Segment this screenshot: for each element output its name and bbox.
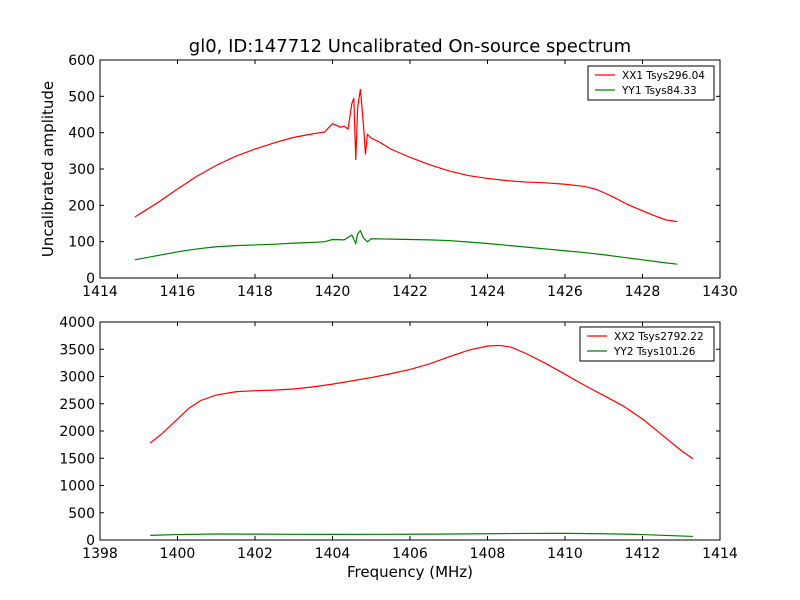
x-tick-label: 1426 bbox=[547, 284, 583, 300]
y-tick-label: 600 bbox=[68, 53, 95, 69]
legend: XX1 Tsys296.04 YY1 Tsys84.33 bbox=[587, 65, 715, 101]
y-tick-label: 0 bbox=[86, 271, 95, 287]
legend-label: YY2 Tsys101.26 bbox=[613, 346, 696, 358]
y-tick-label: 1500 bbox=[59, 451, 95, 467]
y-axis-label: Uncalibrated amplitude bbox=[39, 81, 57, 257]
x-tick-label: 1400 bbox=[160, 546, 196, 562]
chart-title: gl0, ID:147712 Uncalibrated On-source sp… bbox=[189, 36, 631, 57]
x-tick-label: 1404 bbox=[315, 546, 351, 562]
x-tick-label: 1418 bbox=[237, 284, 273, 300]
x-tick-label: 1410 bbox=[547, 546, 583, 562]
x-tick-label: 1420 bbox=[315, 284, 351, 300]
y-tick-label: 2000 bbox=[59, 424, 95, 440]
x-tick-label: 1422 bbox=[392, 284, 428, 300]
x-tick-label: 1414 bbox=[702, 546, 738, 562]
y-tick-label: 100 bbox=[68, 235, 95, 251]
legend-label: XX1 Tsys296.04 bbox=[622, 70, 705, 82]
x-tick-label: 1424 bbox=[470, 284, 506, 300]
x-tick-label: 1406 bbox=[392, 546, 428, 562]
y-tick-label: 300 bbox=[68, 162, 95, 178]
legend-label: XX2 Tsys2792.22 bbox=[614, 331, 704, 343]
x-tick-label: 1402 bbox=[237, 546, 273, 562]
x-tick-label: 1430 bbox=[702, 284, 738, 300]
y-tick-label: 500 bbox=[68, 506, 95, 522]
y-tick-label: 3000 bbox=[59, 370, 95, 386]
y-tick-label: 200 bbox=[68, 198, 95, 214]
chart-panel-2: 1398 1400 1402 1404 1406 1408 1410 1412 1414 0 500… bbox=[59, 315, 738, 581]
legend: XX2 Tsys2792.22 YY2 Tsys101.26 bbox=[579, 326, 715, 362]
x-tick-label: 1408 bbox=[470, 546, 506, 562]
legend-label: YY1 Tsys84.33 bbox=[621, 85, 697, 97]
y-tick-label: 3500 bbox=[59, 342, 95, 358]
legend-box bbox=[587, 65, 715, 101]
x-tick-label: 1412 bbox=[625, 546, 661, 562]
series-line-xx2 bbox=[149, 344, 694, 460]
x-tick-label: 1398 bbox=[82, 546, 118, 562]
y-tick-label: 400 bbox=[68, 126, 95, 142]
x-axis-label: Frequency (MHz) bbox=[347, 563, 473, 581]
series-line-yy2 bbox=[150, 532, 693, 538]
x-tick-label: 1414 bbox=[82, 284, 118, 300]
x-tick-label: 1428 bbox=[625, 284, 661, 300]
legend-box bbox=[579, 326, 715, 362]
series-line-xx1 bbox=[134, 88, 678, 223]
y-tick-label: 1000 bbox=[59, 479, 95, 495]
y-tick-label: 4000 bbox=[59, 315, 95, 331]
y-tick-label: 500 bbox=[68, 89, 95, 105]
chart-panel-1: 1414 1416 1418 1420 1422 1424 1426 1428 1430 0 100… bbox=[39, 36, 738, 300]
y-tick-label: 0 bbox=[86, 533, 95, 549]
y-tick-label: 2500 bbox=[59, 397, 95, 413]
series-line-yy1 bbox=[134, 229, 678, 265]
x-tick-label: 1416 bbox=[160, 284, 196, 300]
